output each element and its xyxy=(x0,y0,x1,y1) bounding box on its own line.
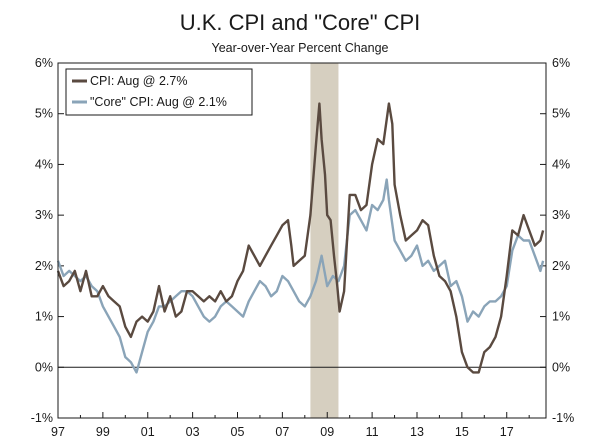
y-tick-label-left: 2% xyxy=(35,259,53,273)
x-tick-label: 01 xyxy=(141,425,155,439)
y-tick-label-right: 6% xyxy=(552,56,570,70)
plot-frame xyxy=(57,62,547,419)
cpi-line xyxy=(56,102,545,374)
x-tick-label: 03 xyxy=(186,425,200,439)
y-tick-label-right: 0% xyxy=(552,360,570,374)
legend-box xyxy=(65,68,253,116)
legend-label-core: "Core" CPI: Aug @ 2.1% xyxy=(90,95,227,109)
x-tick-label: 05 xyxy=(231,425,245,439)
legend-label-cpi: CPI: Aug @ 2.7% xyxy=(90,74,187,88)
x-tick-label: 11 xyxy=(366,425,379,439)
x-tick-label: 09 xyxy=(320,425,334,439)
core-cpi-line xyxy=(56,178,545,374)
y-tick-label-left: 6% xyxy=(35,56,53,70)
chart-title: U.K. CPI and "Core" CPI xyxy=(180,10,421,35)
y-tick-label-right: -1% xyxy=(552,411,574,425)
y-tick-label-right: 4% xyxy=(552,157,570,171)
y-tick-label-left: 3% xyxy=(35,208,53,222)
x-tick-label: 15 xyxy=(455,425,469,439)
y-tick-label-right: 5% xyxy=(552,107,570,121)
x-tick-label: 13 xyxy=(410,425,424,439)
y-tick-label-left: 4% xyxy=(35,157,53,171)
y-tick-label-left: 5% xyxy=(35,107,53,121)
x-tick-label: 99 xyxy=(96,425,110,439)
y-tick-label-right: 3% xyxy=(552,208,570,222)
left-y-axis: 6% 5% 4% 3% 2% 1% 0% -1% xyxy=(31,56,64,425)
x-tick-label: 17 xyxy=(500,425,514,439)
y-tick-label-right: 1% xyxy=(552,310,570,324)
x-axis: 97 99 01 03 05 07 09 11 13 15 17 xyxy=(51,412,530,439)
y-tick-label-left: -1% xyxy=(31,411,53,425)
legend: CPI: Aug @ 2.7% "Core" CPI: Aug @ 2.1% xyxy=(65,68,253,116)
chart-subtitle: Year-over-Year Percent Change xyxy=(212,41,389,55)
x-tick-label: 07 xyxy=(275,425,289,439)
recession-shading xyxy=(310,63,339,418)
y-tick-label-left: 1% xyxy=(35,310,53,324)
y-tick-label-left: 0% xyxy=(35,360,53,374)
y-tick-label-right: 2% xyxy=(552,259,570,273)
right-y-axis: 6% 5% 4% 3% 2% 1% 0% -1% xyxy=(540,56,574,425)
x-tick-label: 97 xyxy=(51,425,65,439)
